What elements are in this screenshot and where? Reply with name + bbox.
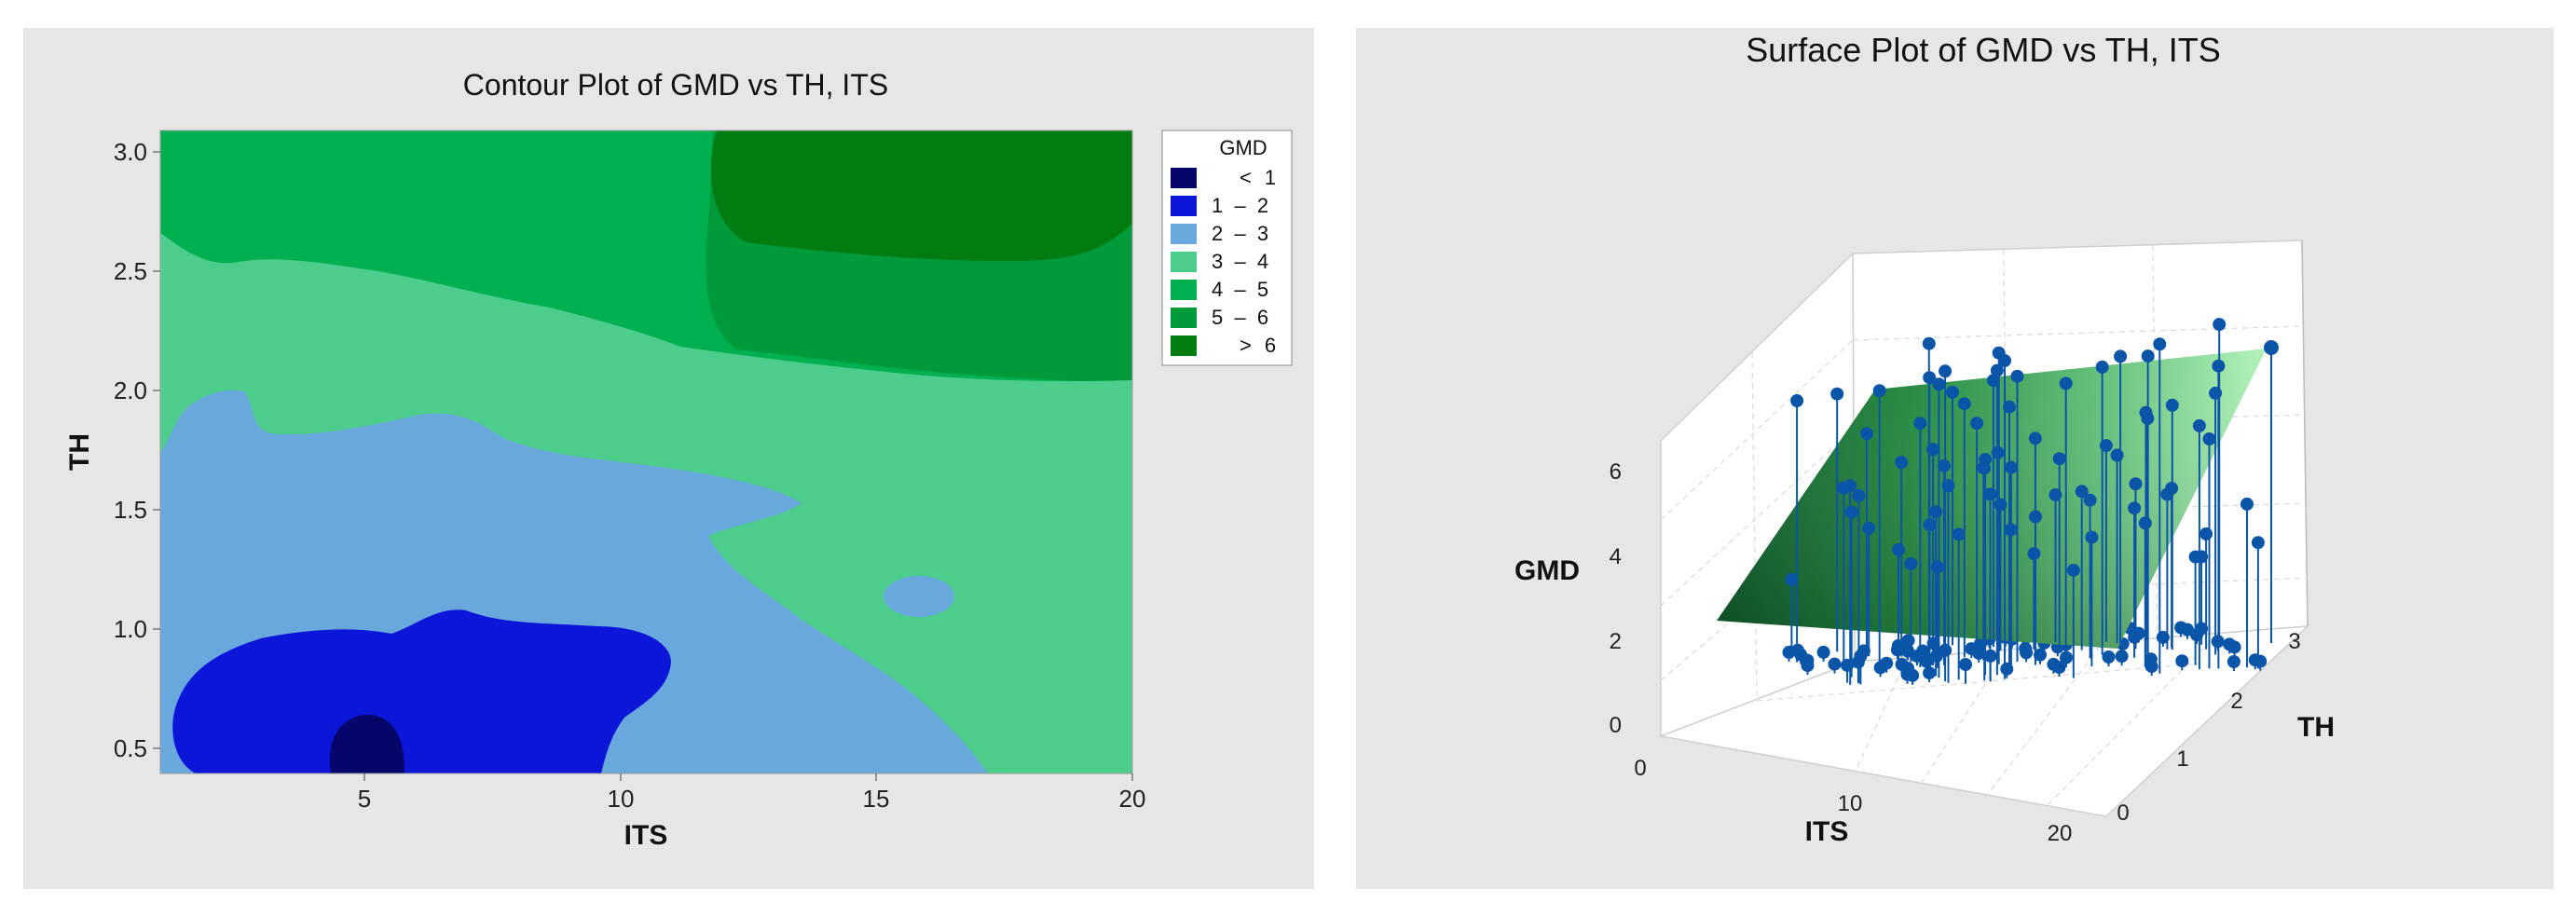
contour-region-2-3-island [884, 576, 954, 617]
legend-swatch [1171, 335, 1197, 356]
legend-swatch [1171, 308, 1197, 328]
contour-plot-area [159, 130, 1133, 774]
legend-swatch [1171, 168, 1197, 188]
legend-label: 2 – 3 [1212, 222, 1268, 245]
contour-x-axis: 5 10 15 20 ITS [358, 773, 1146, 851]
y-axis-label: TH [64, 433, 95, 471]
contour-y-axis: 0.5 1.0 1.5 2.0 2.5 3.0 TH [64, 138, 160, 762]
contour-plot-frame [159, 130, 1133, 774]
legend-title: GMD [1219, 136, 1267, 159]
x-tick-label: 15 [863, 785, 890, 813]
legend-swatch [1171, 252, 1197, 272]
y-tick-label: 1.5 [114, 496, 147, 524]
y-tick-label: 0.5 [114, 734, 147, 762]
legend-label: 3 – 4 [1212, 250, 1268, 273]
legend-label: >6 [1240, 334, 1276, 357]
y-tick-label: 2.0 [114, 376, 147, 404]
contour-region-gt6 [710, 130, 1132, 261]
contour-legend: GMD <1 1 – 2 2 – 3 3 – 4 4 – 5 5 – 6 >6 [1161, 130, 1293, 366]
x-tick-label: 5 [358, 785, 371, 813]
contour-title: Contour Plot of GMD vs TH, ITS [463, 68, 888, 102]
legend-swatch [1171, 196, 1197, 216]
legend-label: 1 – 2 [1212, 194, 1268, 217]
x-tick-label: 20 [1119, 785, 1146, 813]
y-tick-label: 1.0 [114, 615, 147, 643]
legend-swatch [1171, 224, 1197, 244]
y-tick-label: 2.5 [114, 257, 147, 285]
legend-swatch [1171, 280, 1197, 300]
x-axis-label: ITS [624, 820, 668, 851]
contour-region-1-2 [172, 609, 672, 773]
contour-region-lt1 [329, 715, 404, 773]
legend-label: 4 – 5 [1212, 278, 1268, 301]
legend-label: <1 [1240, 166, 1276, 189]
legend-label: 5 – 6 [1212, 306, 1268, 329]
y-tick-label: 3.0 [114, 138, 147, 166]
x-tick-label: 10 [608, 785, 635, 813]
